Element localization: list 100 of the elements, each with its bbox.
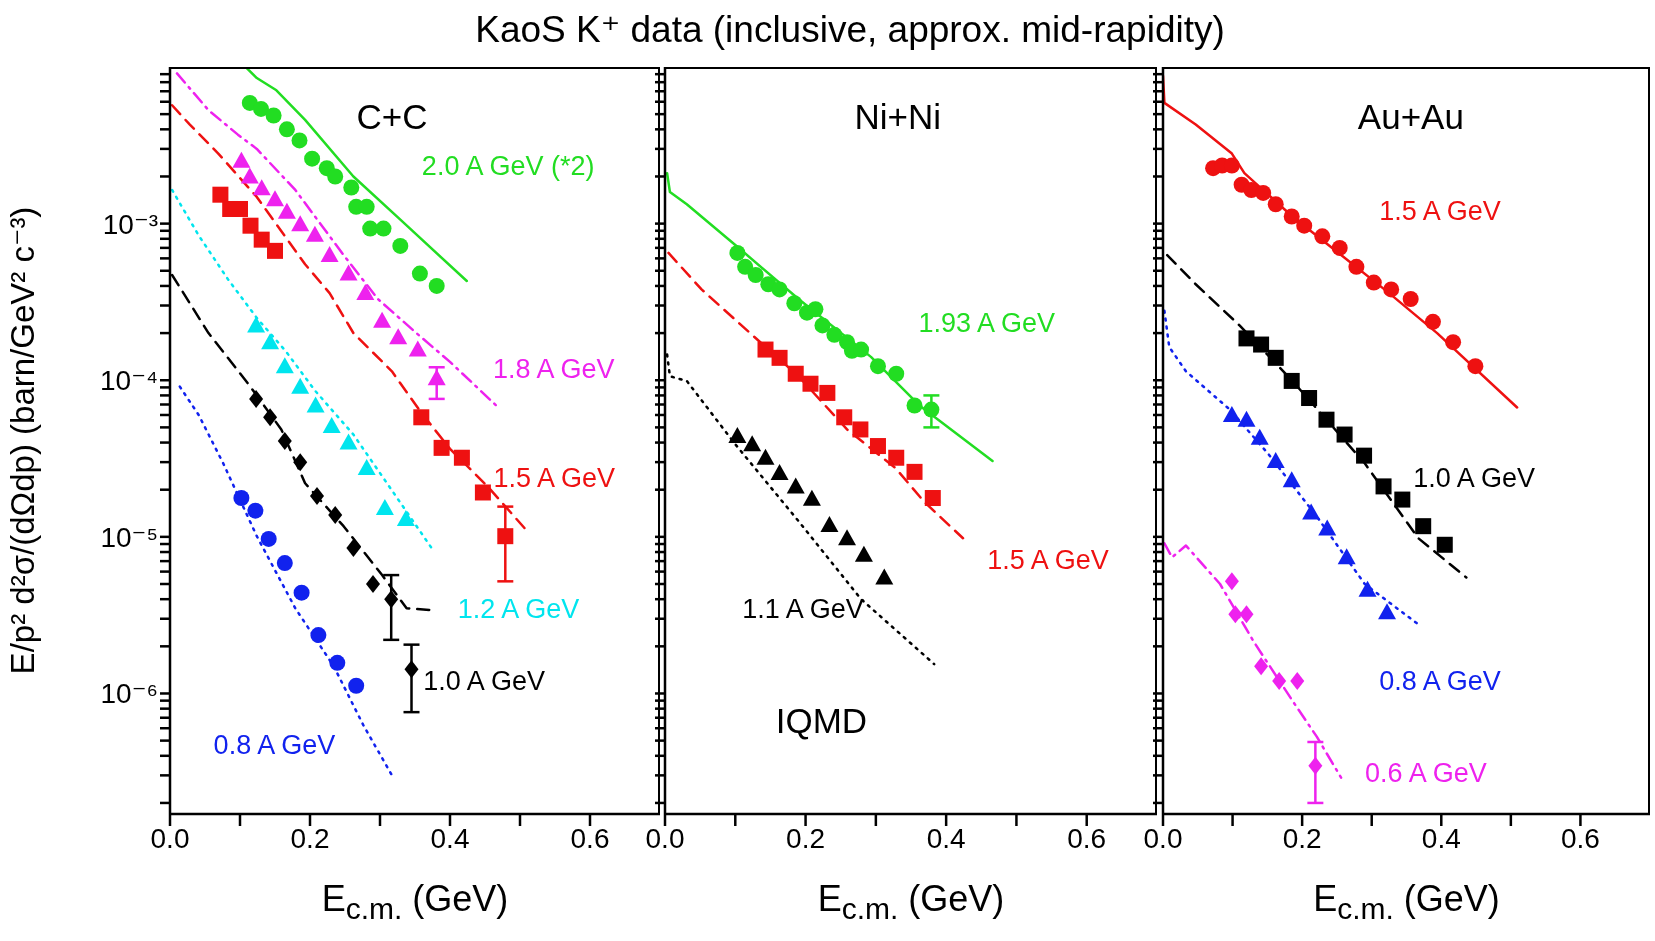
point [291,215,310,232]
point [729,244,746,261]
x-tick-label: 0.4 [430,822,470,854]
point [375,220,392,237]
point [474,484,491,501]
point [366,575,380,593]
point [1308,756,1323,775]
x-axis-title: E$_{c.m.}$ (GeV) [1312,878,1501,927]
point [339,433,358,450]
point [1255,184,1272,201]
x-tick-label: 0.2 [786,822,826,854]
series-label: 1.5 A GeV [493,461,615,494]
point [1356,447,1373,464]
point [819,384,836,401]
point [1318,411,1335,428]
point [802,489,821,506]
point [1267,196,1284,213]
annotation: C+C [356,97,428,138]
point [1224,572,1239,591]
point [1358,580,1377,597]
point [428,277,445,294]
point [1254,657,1269,676]
point [807,301,824,318]
x-tick-label: 0.6 [1560,822,1600,854]
point [1267,349,1284,366]
point [261,333,280,350]
series-label: 0.8 A GeV [1379,665,1501,698]
x-tick-label: 0.2 [290,822,330,854]
point [1336,426,1353,443]
point [306,396,325,413]
point [1375,478,1392,495]
annotation: Au+Au [1357,97,1464,138]
text: 1.5 A GeV [987,544,1109,577]
point [327,168,344,185]
point [260,530,277,547]
series-label: 1.5 A GeV [1379,195,1501,228]
point [362,220,379,237]
annotation: IQMD [775,701,868,742]
series-label: 1.8 A GeV [492,352,615,385]
point [278,121,295,138]
point [1253,336,1270,353]
point [247,316,266,333]
point [1365,274,1382,291]
point [453,449,470,466]
point [737,258,754,275]
point [1314,228,1331,245]
series-label: 1.93 A GeV [918,307,1055,340]
point [1378,603,1397,620]
point [293,453,308,472]
point [1331,239,1348,256]
point [838,529,857,546]
point [1301,390,1318,407]
point [310,487,324,506]
point [771,281,788,298]
y-tick-label: 10⁻⁵ [100,521,158,553]
point [413,409,430,426]
point [276,555,293,572]
point [357,459,376,476]
point [277,202,296,219]
point [869,438,886,455]
point [266,190,284,207]
point [1283,208,1300,225]
point [743,435,762,452]
point [404,660,419,679]
point [275,357,294,374]
point [408,340,427,357]
point [1436,536,1453,553]
point [392,237,409,254]
point [869,358,886,375]
text: KaoS K⁺ data (inclusive, approx. mid-rapidity) [474,8,1226,51]
x-axis-title: E$_{c.m.}$ (GeV) [320,878,510,927]
x-tick-label: 0.2 [1282,822,1322,854]
point [322,417,341,434]
point [1222,405,1241,422]
point [293,584,310,601]
point [304,150,321,167]
point [888,365,905,382]
point [786,477,805,494]
point [427,369,446,386]
point [233,490,250,507]
point [1348,258,1365,275]
point [249,389,264,408]
point [770,463,789,480]
x-axis-title: E$_{c.m.}$ (GeV) [816,878,1006,927]
point [802,375,819,392]
y-tick-label: 10⁻⁶ [100,678,158,710]
point [747,266,764,283]
point [348,677,365,694]
point [263,408,278,427]
point [356,284,375,301]
point [339,264,358,281]
y-axis-title: E/p² d²σ/(dΩdp) (barn/GeV² c⁻³) [3,206,41,675]
point [1415,518,1432,535]
series-label: 0.8 A GeV [213,728,336,761]
point [1424,313,1441,330]
point [242,217,259,234]
series-label: 1.0 A GeV [423,665,545,698]
x-tick-label: 0.6 [570,822,610,854]
point [253,231,270,248]
point [826,326,843,343]
